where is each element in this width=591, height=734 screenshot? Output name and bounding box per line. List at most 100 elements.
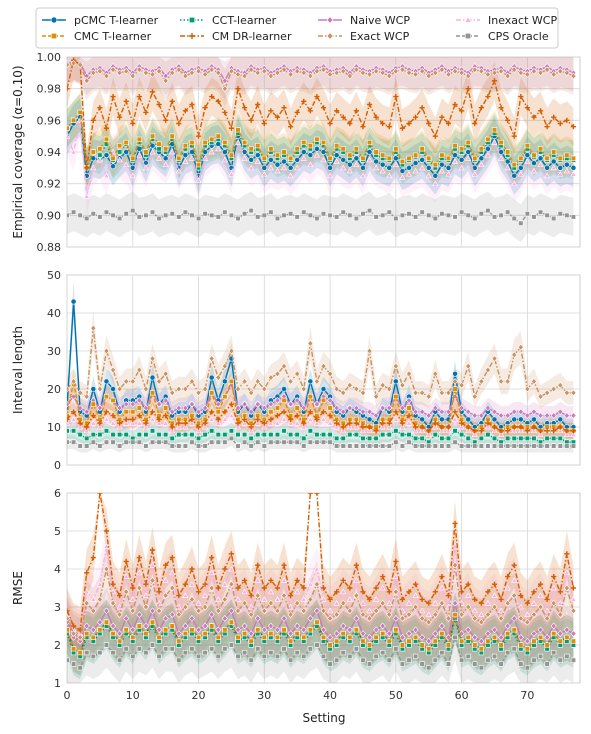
point-cmc-t-learner [393, 146, 399, 152]
point-naive-wcp [188, 615, 195, 622]
point-cm-dr-learner [432, 589, 438, 595]
band-pcmc-t-learner [67, 98, 574, 195]
point-cps-oracle [90, 211, 96, 217]
point-cct-learner [222, 431, 228, 438]
point-naive-wcp [498, 634, 505, 641]
point-cm-dr-learner [176, 420, 182, 426]
point-pcmc-t-learner [557, 416, 564, 423]
point-inexact-wcp [280, 164, 288, 171]
point-cps-oracle [130, 207, 136, 214]
point-naive-wcp [478, 637, 485, 645]
point-inexact-wcp [326, 172, 334, 179]
point-cm-dr-learner [491, 78, 498, 84]
point-pcmc-t-learner [103, 378, 110, 385]
y-tick-label: 40 [47, 307, 61, 320]
point-exact-wcp [294, 370, 301, 378]
line-cct-learner [67, 110, 574, 171]
point-exact-wcp [484, 611, 491, 618]
point-cps-oracle [551, 443, 557, 449]
point-naive-wcp [491, 626, 498, 634]
point-cps-oracle [419, 443, 425, 449]
point-cmc-t-learner [176, 638, 182, 644]
point-exact-wcp [333, 69, 340, 77]
point-naive-wcp [563, 626, 570, 634]
point-cmc-t-learner [537, 146, 544, 152]
point-inexact-wcp [412, 592, 419, 598]
x-tick-label: 70 [520, 689, 534, 702]
point-cps-oracle [380, 212, 386, 218]
point-exact-wcp [412, 389, 419, 397]
point-exact-wcp [327, 370, 334, 378]
point-pcmc-t-learner [287, 164, 294, 171]
point-naive-wcp [346, 404, 353, 412]
point-naive-wcp [96, 404, 103, 412]
point-cmc-t-learner [117, 638, 123, 644]
point-cmc-t-learner [136, 136, 142, 142]
point-cps-oracle [103, 642, 110, 648]
point-exact-wcp [267, 374, 274, 381]
point-exact-wcp [281, 592, 288, 599]
point-inexact-wcp [287, 603, 294, 610]
point-exact-wcp [261, 385, 268, 393]
point-cm-dr-learner [531, 114, 537, 120]
point-exact-wcp [366, 347, 373, 355]
point-cps-oracle [524, 211, 530, 217]
legend-marker-cm-dr-learner [189, 33, 195, 39]
point-cmc-t-learner [452, 611, 458, 618]
point-cm-dr-learner [432, 420, 438, 426]
point-inexact-wcp [169, 427, 176, 434]
point-exact-wcp [287, 71, 294, 78]
point-cm-dr-learner [459, 108, 465, 114]
point-exact-wcp [452, 378, 459, 385]
point-pcmc-t-learner [386, 164, 393, 171]
point-cmc-t-learner [103, 136, 110, 142]
point-pcmc-t-learner [162, 155, 169, 162]
point-exact-wcp [195, 67, 202, 75]
point-exact-wcp [570, 607, 577, 615]
point-cct-learner [189, 431, 195, 438]
point-inexact-wcp [438, 584, 445, 591]
point-pcmc-t-learner [438, 416, 445, 423]
point-naive-wcp [327, 397, 334, 404]
point-cmc-t-learner [169, 133, 175, 139]
x-tick-label: 10 [126, 689, 140, 702]
point-pcmc-t-learner [274, 161, 281, 168]
point-pcmc-t-learner [353, 155, 360, 162]
point-inexact-wcp [123, 573, 130, 579]
point-cps-oracle [97, 443, 103, 449]
point-cps-oracle [564, 653, 570, 659]
point-cct-learner [70, 428, 77, 434]
point-pcmc-t-learner [504, 158, 511, 165]
point-cct-learner [255, 431, 261, 438]
point-naive-wcp [359, 630, 366, 637]
point-cps-oracle [531, 657, 537, 663]
point-inexact-wcp [182, 423, 189, 430]
point-cps-oracle [570, 443, 577, 449]
point-cps-oracle [373, 443, 379, 449]
legend-entry-cct-learner: CCT-learner [180, 14, 277, 27]
point-exact-wcp [550, 385, 557, 393]
point-cps-oracle [485, 443, 491, 449]
point-exact-wcp [504, 72, 511, 80]
point-cct-learner [268, 431, 274, 438]
point-naive-wcp [524, 637, 531, 645]
point-cmc-t-learner [228, 378, 235, 385]
point-cm-dr-learner [176, 593, 182, 599]
point-cps-oracle [452, 634, 458, 640]
point-cct-learner [452, 428, 458, 434]
point-cps-oracle [288, 657, 294, 663]
point-cmc-t-learner [353, 146, 359, 152]
series-exact-wcp [67, 324, 577, 400]
point-cmc-t-learner [97, 146, 103, 152]
point-pcmc-t-learner [452, 370, 458, 377]
point-naive-wcp [445, 408, 452, 416]
point-cmc-t-learner [478, 146, 484, 152]
point-cm-dr-learner [123, 558, 129, 564]
point-cm-dr-learner [366, 424, 373, 430]
point-cmc-t-learner [255, 627, 261, 633]
point-inexact-wcp [478, 611, 485, 617]
point-cct-learner [123, 431, 129, 438]
point-cps-oracle [360, 211, 366, 217]
point-cps-oracle [274, 215, 281, 222]
point-inexact-wcp [103, 416, 110, 422]
